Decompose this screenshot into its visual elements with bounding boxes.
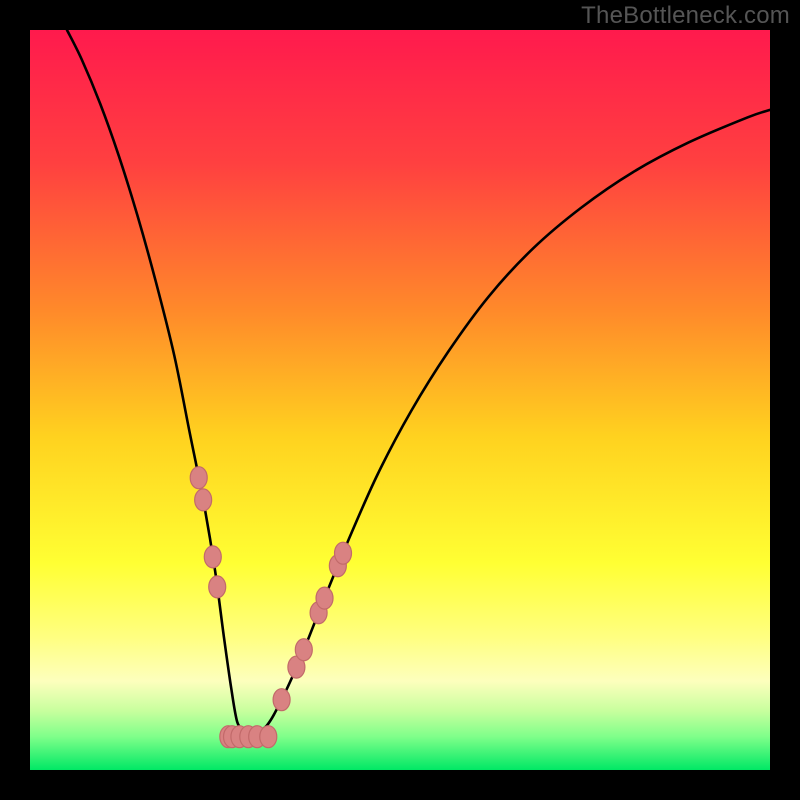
data-marker [316, 587, 333, 609]
data-marker [195, 489, 212, 511]
data-marker [295, 639, 312, 661]
data-marker [273, 689, 290, 711]
bottleneck-curve [67, 30, 245, 737]
data-marker [335, 542, 352, 564]
chart-stage: TheBottleneck.com [0, 0, 800, 800]
bottleneck-curve [252, 110, 770, 737]
watermark-text: TheBottleneck.com [581, 2, 790, 30]
plot-area [30, 30, 770, 770]
data-marker [204, 546, 221, 568]
data-marker [260, 726, 277, 748]
data-marker [209, 576, 226, 598]
curve-layer [30, 30, 770, 770]
data-marker [190, 467, 207, 489]
